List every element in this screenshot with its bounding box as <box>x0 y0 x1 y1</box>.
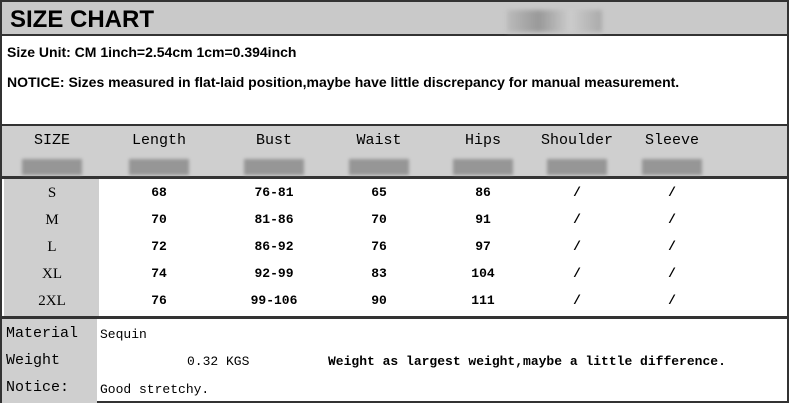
blurred-subheader <box>349 159 409 175</box>
weight-label: Weight <box>6 352 61 369</box>
value-cell: / <box>668 266 676 281</box>
blurred-subheader <box>642 159 702 175</box>
details-section: Material Sequin Weight 0.32 KGS Weight a… <box>0 316 789 403</box>
value-cell: / <box>668 185 676 200</box>
table-row: S 68 76-81 65 86 / / <box>2 180 789 207</box>
size-cell: XL <box>42 266 62 282</box>
blurred-subheader <box>22 159 82 175</box>
header-hips: Hips <box>464 132 501 149</box>
value-cell: 81-86 <box>254 212 294 227</box>
value-cell: / <box>668 293 676 308</box>
value-cell: 83 <box>371 266 387 281</box>
value-cell: 68 <box>151 185 167 200</box>
material-value: Sequin <box>100 327 147 342</box>
value-cell: 90 <box>371 293 387 308</box>
blurred-subheader <box>547 159 607 175</box>
value-cell: 104 <box>471 266 495 281</box>
title-bar: SIZE CHART <box>0 0 789 36</box>
header-shoulder: Shoulder <box>540 132 613 149</box>
size-cell: S <box>47 185 57 201</box>
value-cell: 86-92 <box>254 239 294 254</box>
value-cell: 72 <box>151 239 167 254</box>
notice-label: Notice: <box>6 379 70 396</box>
material-label: Material <box>6 325 79 342</box>
weight-note: Weight as largest weight,maybe a little … <box>328 354 726 369</box>
value-cell: / <box>573 212 581 227</box>
value-cell: 111 <box>471 293 495 308</box>
header-sleeve: Sleeve <box>644 132 699 149</box>
size-unit: Size Unit: CM 1inch=2.54cm 1cm=0.394inch <box>7 44 297 60</box>
info-section: Size Unit: CM 1inch=2.54cm 1cm=0.394inch… <box>0 36 789 124</box>
label-column <box>2 319 97 403</box>
size-cell: 2XL <box>38 293 66 309</box>
value-cell: / <box>573 293 581 308</box>
header-waist: Waist <box>356 132 402 149</box>
value-cell: 76 <box>151 293 167 308</box>
value-cell: 70 <box>151 212 167 227</box>
value-cell: 97 <box>475 239 491 254</box>
notice-text: NOTICE: Sizes measured in flat-laid posi… <box>7 74 680 90</box>
table-row: L 72 86-92 76 97 / / <box>2 234 789 261</box>
value-cell: 86 <box>475 185 491 200</box>
blurred-subheader <box>453 159 513 175</box>
value-cell: / <box>668 212 676 227</box>
size-cell: M <box>45 212 59 228</box>
header-bust: Bust <box>255 132 292 149</box>
value-cell: 65 <box>371 185 387 200</box>
value-cell: / <box>573 266 581 281</box>
table-row: M 70 81-86 70 91 / / <box>2 207 789 234</box>
value-cell: 74 <box>151 266 167 281</box>
blurred-subheader <box>129 159 189 175</box>
table-row: XL 74 92-99 83 104 / / <box>2 261 789 288</box>
value-cell: / <box>668 239 676 254</box>
value-cell: 91 <box>475 212 491 227</box>
value-cell: / <box>573 239 581 254</box>
blurred-logo <box>507 10 602 32</box>
header-length: Length <box>131 132 186 149</box>
blurred-subheader <box>244 159 304 175</box>
table-body: S 68 76-81 65 86 / / M 70 81-86 70 91 / / L 72 86-92 76 97… <box>0 179 789 316</box>
value-cell: 70 <box>371 212 387 227</box>
value-cell: 76-81 <box>254 185 294 200</box>
chart-title: SIZE CHART <box>10 6 154 33</box>
value-cell: 99-106 <box>250 293 298 308</box>
value-cell: 92-99 <box>254 266 294 281</box>
table-header: SIZE Length Bust Waist Hips Shoulder Sleeve <box>0 124 789 179</box>
value-cell: 76 <box>371 239 387 254</box>
size-column <box>4 179 99 316</box>
notice-value: Good stretchy. <box>100 382 210 397</box>
header-size: SIZE <box>33 132 70 149</box>
weight-value: 0.32 KGS <box>187 354 250 369</box>
value-cell: / <box>573 185 581 200</box>
table-row: 2XL 76 99-106 90 111 / / <box>2 288 789 315</box>
size-cell: L <box>47 239 57 255</box>
